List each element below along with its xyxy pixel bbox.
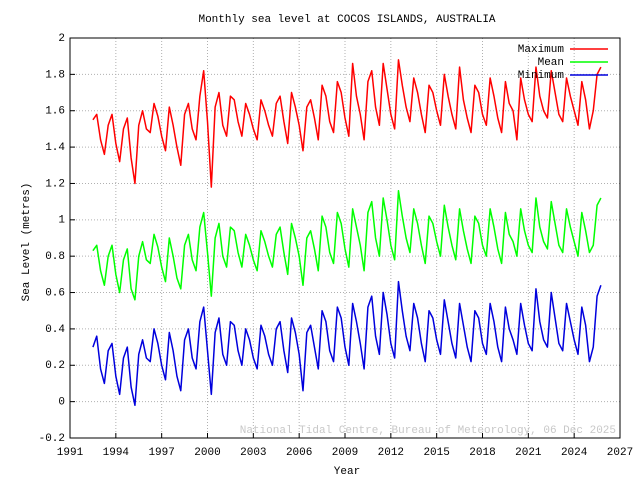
y-tick-label: 1.6 bbox=[45, 106, 65, 118]
y-tick-label: 0.2 bbox=[45, 360, 65, 372]
x-tick-label: 1991 bbox=[57, 447, 84, 459]
y-tick-label: 2 bbox=[58, 33, 65, 45]
series-line bbox=[92, 59, 602, 188]
y-tick-label: 1.4 bbox=[45, 142, 65, 154]
annotation: National Tidal Centre, Bureau of Meteoro… bbox=[240, 425, 616, 437]
y-tick-label: 1.2 bbox=[45, 178, 65, 190]
x-tick-label: 1997 bbox=[148, 447, 174, 459]
y-tick-label: 0.4 bbox=[45, 324, 65, 336]
x-tick-label: 2015 bbox=[423, 447, 449, 459]
y-tick-label: 0 bbox=[58, 397, 65, 409]
series-line bbox=[92, 189, 602, 301]
x-tick-label: 2003 bbox=[240, 447, 266, 459]
y-tick-label: 1.8 bbox=[45, 69, 65, 81]
y-tick-label: 0.6 bbox=[45, 287, 65, 299]
series-line bbox=[92, 280, 602, 407]
x-tick-label: 2009 bbox=[332, 447, 358, 459]
x-tick-label: 2024 bbox=[561, 447, 588, 459]
x-tick-label: 2021 bbox=[515, 447, 542, 459]
x-tick-label: 2027 bbox=[607, 447, 633, 459]
x-axis-label: Year bbox=[334, 466, 360, 478]
x-tick-label: 1994 bbox=[103, 447, 130, 459]
legend-label: Maximum bbox=[518, 44, 565, 56]
x-tick-label: 2006 bbox=[286, 447, 312, 459]
y-axis-label: Sea Level (metres) bbox=[21, 183, 33, 302]
x-tick-label: 2018 bbox=[469, 447, 495, 459]
legend-label: Minimum bbox=[518, 70, 565, 82]
x-tick-label: 2000 bbox=[194, 447, 220, 459]
chart-title: Monthly sea level at COCOS ISLANDS, AUST… bbox=[198, 14, 495, 26]
legend-label: Mean bbox=[538, 57, 564, 69]
plot-frame bbox=[69, 37, 621, 439]
y-tick-label: 0.8 bbox=[45, 251, 65, 263]
y-tick-label: 1 bbox=[58, 215, 65, 227]
x-tick-label: 2012 bbox=[378, 447, 404, 459]
y-tick-label: -0.2 bbox=[39, 433, 65, 445]
